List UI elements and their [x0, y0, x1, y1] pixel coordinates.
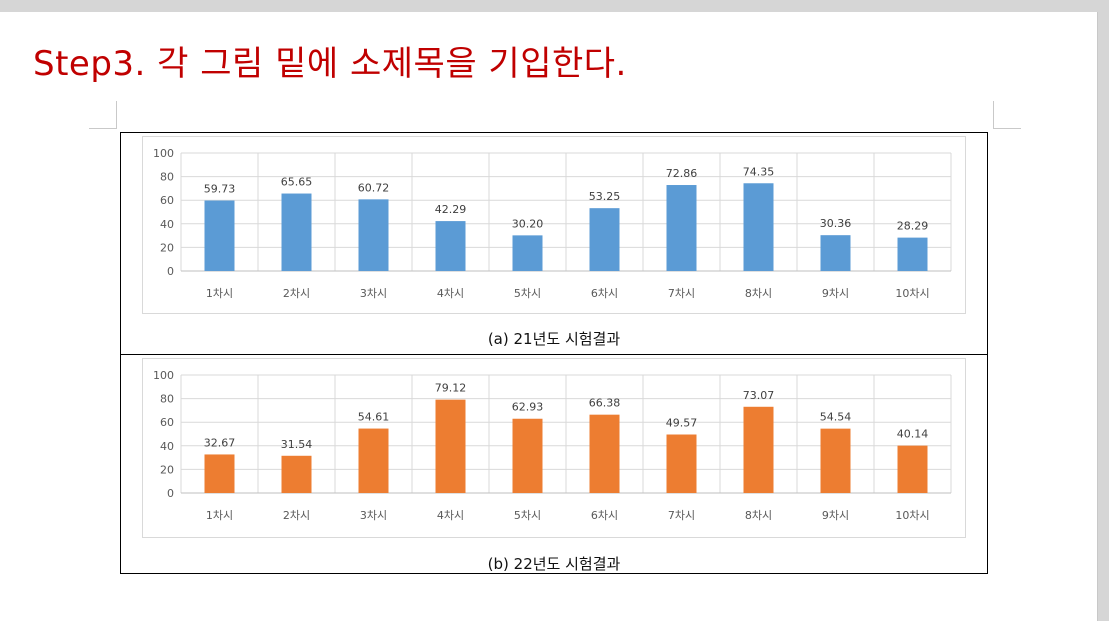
bar-value-label: 31.54: [281, 438, 313, 451]
x-tick-label: 5차시: [514, 287, 541, 300]
bar[interactable]: [589, 208, 620, 271]
bar-value-label: 32.67: [204, 436, 236, 449]
x-tick-label: 6차시: [591, 509, 618, 522]
y-tick-label: 0: [167, 265, 174, 278]
y-tick-label: 80: [160, 171, 174, 184]
figure-table[interactable]: 0 20 40 60 80 100 59.73 1차시 65.65 2차시 60.72 3차시 42.2…: [120, 132, 988, 574]
bar[interactable]: [820, 235, 851, 271]
bar[interactable]: [204, 200, 235, 271]
y-tick-label: 40: [160, 440, 174, 453]
x-tick-label: 9차시: [822, 509, 849, 522]
x-tick-label: 1차시: [206, 509, 233, 522]
chart-2021[interactable]: 0 20 40 60 80 100 59.73 1차시 65.65 2차시 60.72 3차시 42.2…: [142, 136, 966, 314]
bar[interactable]: [666, 434, 697, 493]
figure-cell-2022: 0 20 40 60 80 100 32.67 1차시 31.54 2차시 54.61 3차시 79.1…: [121, 355, 987, 573]
bar[interactable]: [435, 221, 466, 271]
bar-value-label: 42.29: [435, 203, 467, 216]
bar-value-label: 59.73: [204, 183, 236, 196]
bar[interactable]: [358, 428, 389, 493]
x-tick-label: 4차시: [437, 287, 464, 300]
bar-value-label: 66.38: [589, 397, 621, 410]
chart-2021-svg: 0 20 40 60 80 100 59.73 1차시 65.65 2차시 60.72 3차시 42.2…: [153, 147, 952, 300]
x-tick-label: 8차시: [745, 287, 772, 300]
bar-value-label: 73.07: [743, 389, 775, 402]
slide: Step3. 각 그림 밑에 소제목을 기입한다. 0 20 40 60 80 100 59…: [0, 12, 1098, 621]
x-tick-label: 7차시: [668, 509, 695, 522]
bar-value-label: 54.61: [358, 411, 390, 424]
bar-value-label: 40.14: [897, 428, 929, 441]
y-tick-label: 40: [160, 218, 174, 231]
x-tick-label: 2차시: [283, 509, 310, 522]
x-tick-label: 10차시: [895, 287, 929, 300]
x-tick-label: 3차시: [360, 509, 387, 522]
figure-caption-2022: (b) 22년도 시험결과: [487, 555, 621, 573]
bar[interactable]: [435, 399, 466, 493]
y-tick-label: 60: [160, 416, 174, 429]
y-tick-label: 100: [153, 147, 174, 160]
bar-value-label: 30.20: [512, 217, 544, 230]
crop-mark-top-right: [993, 101, 1021, 129]
figure-caption-2021: (a) 21년도 시험결과: [487, 330, 621, 348]
bar-value-label: 30.36: [820, 217, 852, 230]
chart-2022-svg: 0 20 40 60 80 100 32.67 1차시 31.54 2차시 54.61 3차시 79.1…: [153, 369, 952, 522]
bar-value-label: 53.25: [589, 190, 621, 203]
x-tick-label: 5차시: [514, 509, 541, 522]
y-tick-label: 80: [160, 393, 174, 406]
x-tick-label: 3차시: [360, 287, 387, 300]
bar-value-label: 28.29: [897, 220, 929, 233]
bar[interactable]: [204, 454, 235, 493]
bar[interactable]: [512, 235, 543, 271]
chart-2022[interactable]: 0 20 40 60 80 100 32.67 1차시 31.54 2차시 54.61 3차시 79.1…: [142, 358, 966, 538]
bar-value-label: 65.65: [281, 176, 313, 189]
x-tick-label: 9차시: [822, 287, 849, 300]
bar-value-label: 72.86: [666, 167, 698, 180]
x-tick-label: 6차시: [591, 287, 618, 300]
bar-value-label: 62.93: [512, 401, 544, 414]
bar[interactable]: [743, 406, 774, 493]
bar[interactable]: [820, 428, 851, 493]
bar[interactable]: [589, 414, 620, 493]
bar[interactable]: [666, 185, 697, 271]
bar[interactable]: [512, 418, 543, 493]
bar[interactable]: [281, 455, 312, 493]
x-tick-label: 4차시: [437, 509, 464, 522]
bar-value-label: 49.57: [666, 417, 698, 430]
y-tick-label: 60: [160, 194, 174, 207]
crop-mark-top-left: [89, 101, 117, 129]
bar-value-label: 74.35: [743, 165, 775, 178]
bar[interactable]: [358, 199, 389, 271]
figure-cell-2021: 0 20 40 60 80 100 59.73 1차시 65.65 2차시 60.72 3차시 42.2…: [121, 133, 987, 355]
bar[interactable]: [281, 193, 312, 271]
bar[interactable]: [897, 445, 928, 493]
y-tick-label: 20: [160, 463, 174, 476]
x-tick-label: 7차시: [668, 287, 695, 300]
x-tick-label: 10차시: [895, 509, 929, 522]
x-tick-label: 2차시: [283, 287, 310, 300]
y-tick-label: 20: [160, 241, 174, 254]
bar-value-label: 54.54: [820, 411, 852, 424]
y-tick-label: 0: [167, 487, 174, 500]
bar-value-label: 79.12: [435, 382, 467, 395]
y-tick-label: 100: [153, 369, 174, 382]
x-tick-label: 1차시: [206, 287, 233, 300]
x-tick-label: 8차시: [745, 509, 772, 522]
bar[interactable]: [897, 237, 928, 271]
bar[interactable]: [743, 183, 774, 271]
bar-value-label: 60.72: [358, 181, 390, 194]
slide-title[interactable]: Step3. 각 그림 밑에 소제목을 기입한다.: [33, 44, 627, 84]
